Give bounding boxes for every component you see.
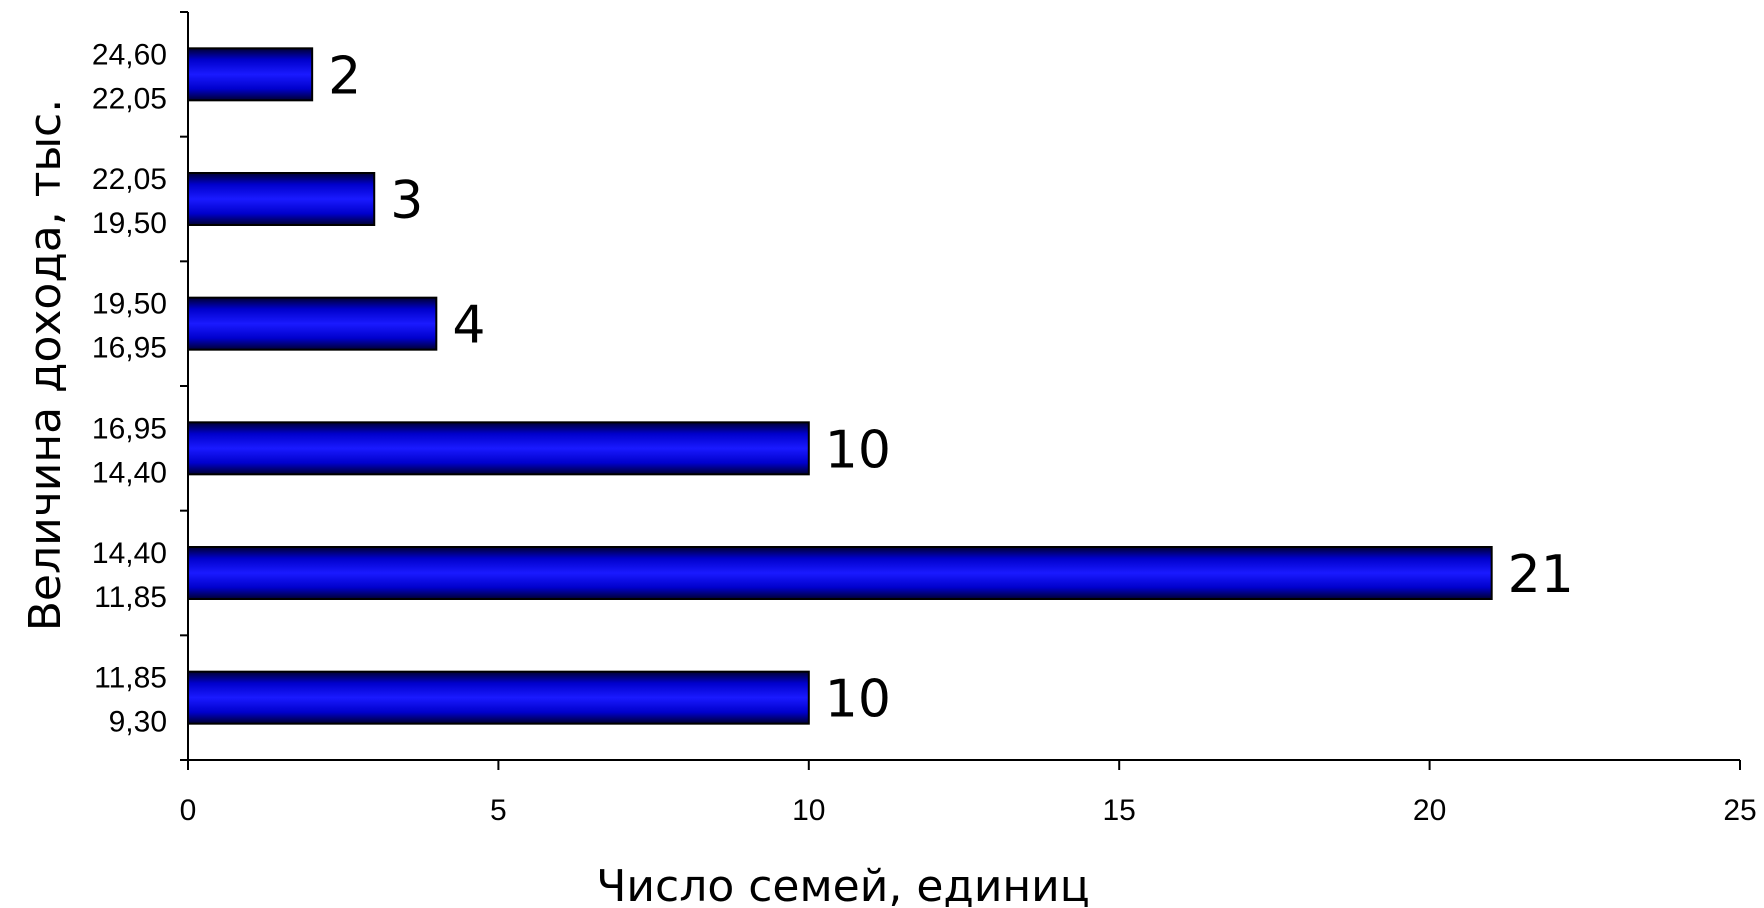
bar-value-label: 10 <box>825 420 891 480</box>
bar-value-label: 2 <box>328 46 361 106</box>
category-label-lower: 11,85 <box>94 581 167 614</box>
x-axis-title: Число семей, единиц <box>596 861 1089 908</box>
bar-value-label: 21 <box>1508 545 1574 605</box>
bar <box>187 172 376 226</box>
category-label-upper: 14,40 <box>92 537 167 570</box>
bar-group <box>187 47 1493 725</box>
bar <box>187 670 810 725</box>
x-axis-ticks: 0 5 10 15 20 25 <box>180 760 1757 827</box>
bar-value-label: 10 <box>825 670 891 730</box>
category-label-group: 11,85 9,30 14,40 11,85 16,95 14,40 19,50 16,95 2… <box>92 38 167 738</box>
bar <box>187 47 314 102</box>
bar <box>187 421 810 476</box>
category-label-lower: 22,05 <box>92 82 167 115</box>
category-label-lower: 19,50 <box>92 207 167 240</box>
y-axis-ticks <box>180 11 188 761</box>
x-tick-label: 25 <box>1723 794 1756 827</box>
bar-value-label: 4 <box>452 296 485 356</box>
x-tick-label: 0 <box>180 794 197 827</box>
category-label-upper: 22,05 <box>92 163 167 196</box>
bar-value-label: 3 <box>390 171 423 231</box>
bar <box>187 296 438 351</box>
y-axis-title: Величина дохода, тыс. <box>20 99 71 632</box>
category-label-lower: 9,30 <box>109 706 167 739</box>
category-label-upper: 11,85 <box>94 662 167 695</box>
category-label-upper: 16,95 <box>92 412 167 445</box>
data-label-group: 10 21 10 4 3 2 <box>328 46 1574 729</box>
x-tick-label: 15 <box>1103 794 1136 827</box>
x-tick-label: 5 <box>490 794 507 827</box>
category-label-lower: 16,95 <box>92 332 167 365</box>
x-tick-label: 10 <box>792 794 825 827</box>
x-tick-label: 20 <box>1413 794 1446 827</box>
category-label-upper: 19,50 <box>92 288 167 321</box>
bar <box>187 546 1493 600</box>
category-label-upper: 24,60 <box>92 38 167 71</box>
category-label-lower: 14,40 <box>92 456 167 489</box>
